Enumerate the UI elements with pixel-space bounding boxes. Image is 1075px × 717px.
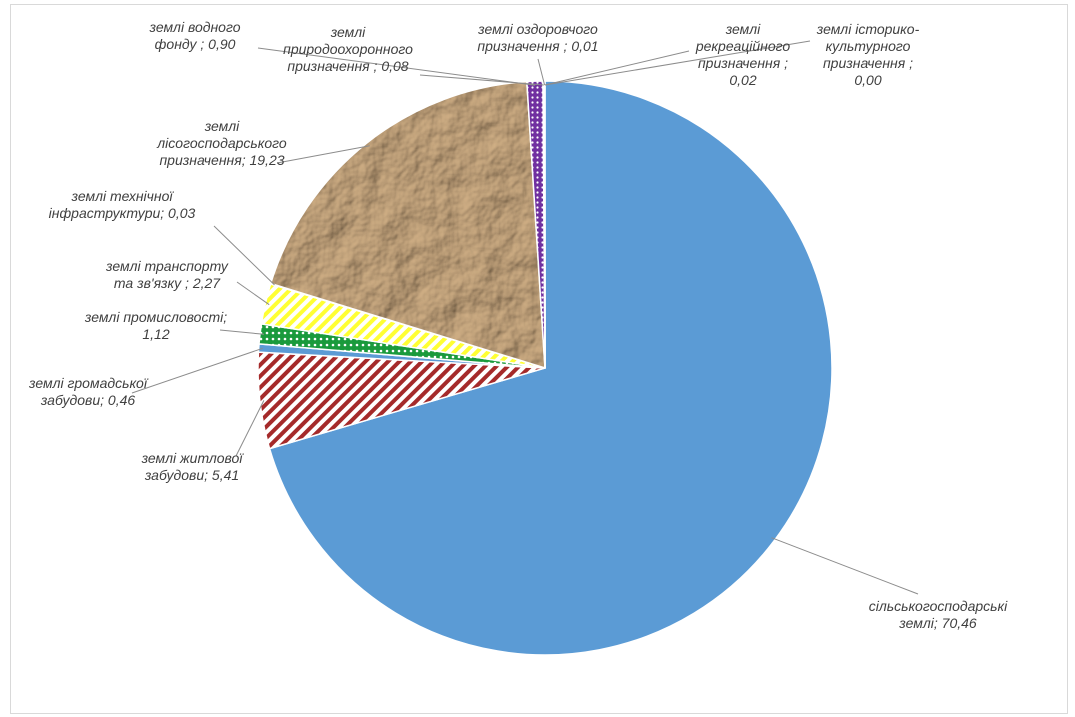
data-label-line: інфраструктури; 0,03 (49, 205, 196, 221)
data-label-tech: землі технічної інфраструктури; 0,03 (49, 188, 196, 221)
data-label-line: забудови; 5,41 (144, 467, 239, 483)
leader-line-water (257, 47, 536, 86)
data-label-health: землі оздоровчого призначення ; 0,01 (477, 21, 598, 54)
data-label-line: землі громадської (28, 375, 149, 391)
leader-line-transport (236, 281, 270, 306)
data-label-line: культурного (826, 38, 911, 54)
data-label-line: землі технічної (71, 188, 175, 204)
data-label-line: забудови; 0,46 (40, 392, 136, 408)
data-label-line: землі транспорту (105, 258, 229, 274)
data-label-line: 0,02 (729, 72, 756, 88)
leader-line-industry (219, 329, 265, 335)
pie-slice-forest (269, 80, 546, 370)
data-label-line: землі житлової (141, 450, 245, 466)
leader-line-forest (276, 145, 370, 164)
data-label-line: та зв'язку ; 2,27 (114, 275, 221, 291)
data-label-line: сільськогосподарські (869, 598, 1008, 614)
data-label-line: природоохоронного (283, 41, 413, 57)
data-label-line: землі; 70,46 (898, 615, 977, 631)
data-label-line: призначення; 19,23 (159, 152, 284, 168)
data-label-line: рекреаційного (695, 38, 791, 54)
leader-line-tech (213, 225, 275, 286)
leader-line-residential (235, 400, 265, 457)
leader-line-recreation (544, 50, 690, 86)
data-label-public: землі громадської забудови; 0,46 (28, 375, 149, 408)
data-label-line: землі промисловості; (84, 309, 227, 325)
data-label-line: лісогосподарського (156, 135, 287, 151)
leader-line-historic (544, 40, 811, 86)
data-label-line: 1,12 (142, 326, 169, 342)
data-label-line: призначення ; (823, 55, 913, 71)
leader-line-nature (419, 74, 544, 86)
data-label-historic: землі історико-культурного призначення ; 0… (816, 21, 920, 88)
data-label-line: 0,00 (854, 72, 881, 88)
data-label-water: землі водного фонду ; 0,90 (148, 19, 240, 52)
data-label-line: землі історико- (816, 21, 920, 37)
data-label-forest: землі лісогосподарського призначення; 19,2… (156, 118, 287, 168)
leader-line-agri (771, 537, 919, 595)
leader-line-health (537, 58, 546, 86)
data-label-line: землі водного (148, 19, 240, 35)
pie-slice-agri (268, 80, 833, 656)
data-label-residential: землі житлової забудови; 5,41 (141, 450, 245, 483)
data-label-line: призначення ; (698, 55, 788, 71)
data-label-line: землі (330, 24, 366, 40)
data-label-line: фонду ; 0,90 (155, 36, 236, 52)
data-label-agri: сільськогосподарські землі; 70,46 (869, 598, 1008, 631)
data-label-recreation: землі рекреаційного призначення ; 0,02 (695, 21, 791, 88)
data-label-line: землі оздоровчого (477, 21, 598, 37)
data-label-line: призначення ; 0,08 (287, 58, 408, 74)
data-label-nature: землі природоохоронного призначення ; 0,08 (283, 24, 413, 74)
data-label-transport: землі транспорту та зв'язку ; 2,27 (105, 258, 229, 291)
data-label-line: призначення ; 0,01 (477, 38, 598, 54)
data-label-line: землі (725, 21, 761, 37)
leader-line-public (131, 347, 263, 394)
data-label-line: землі (204, 118, 240, 134)
data-label-industry: землі промисловості; 1,12 (84, 309, 227, 342)
